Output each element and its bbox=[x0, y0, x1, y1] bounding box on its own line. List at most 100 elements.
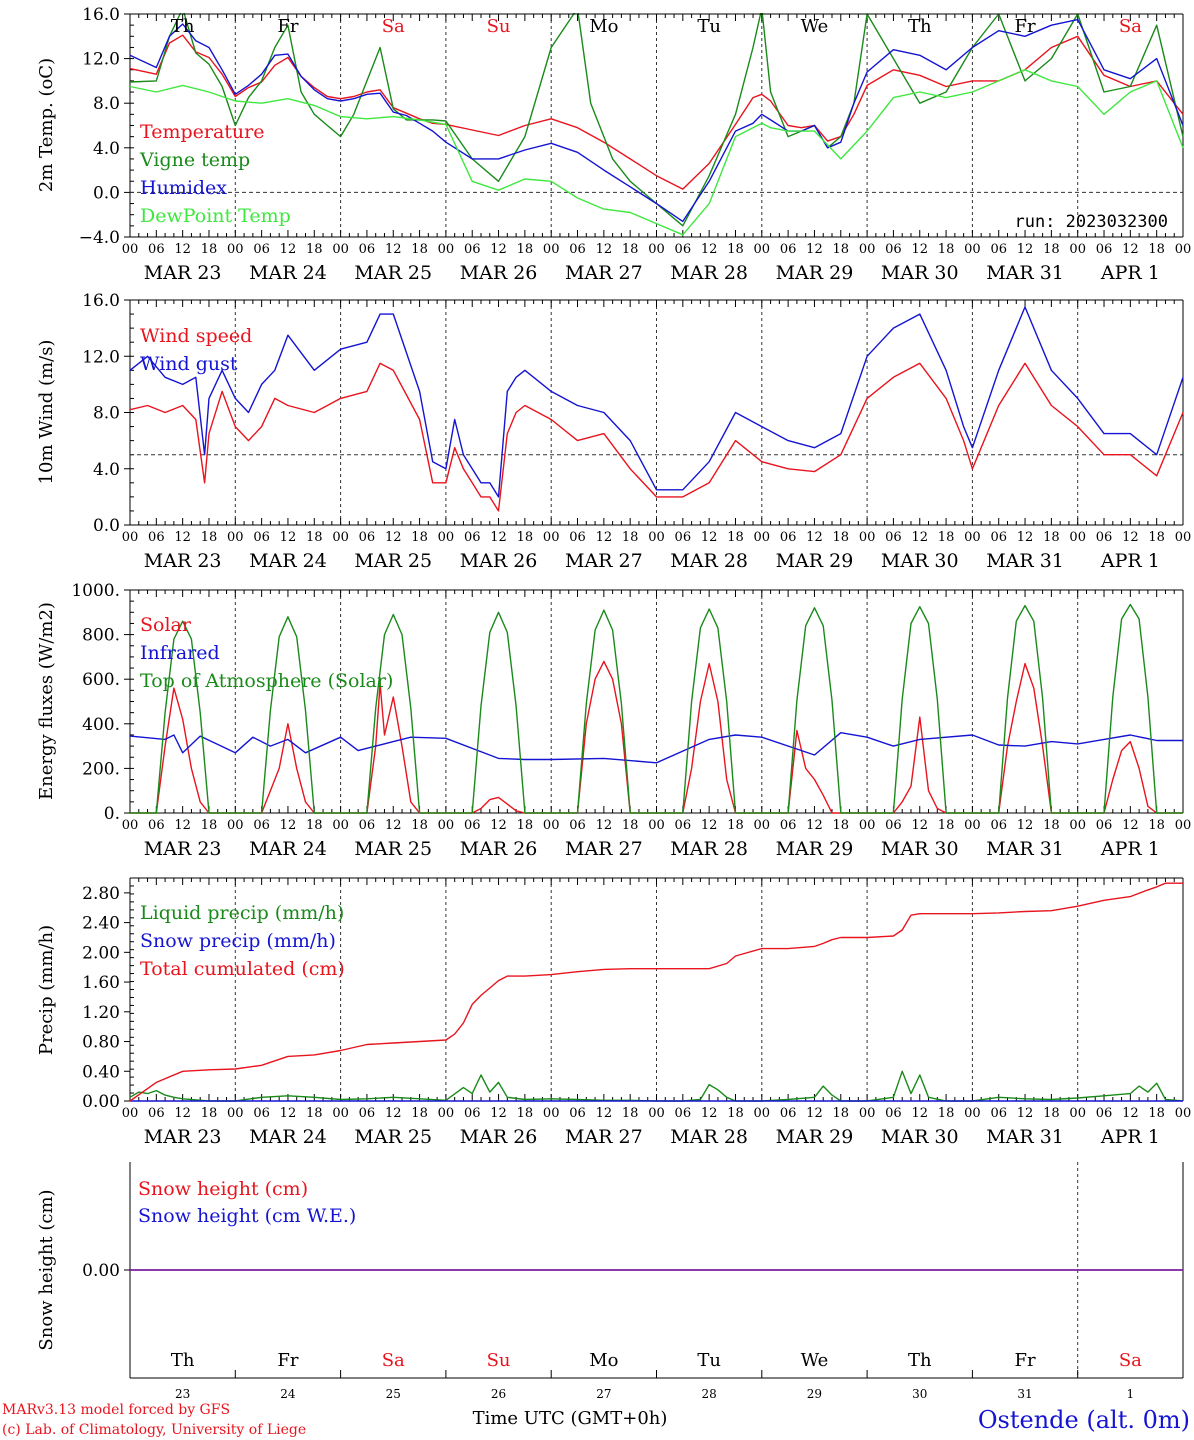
weekday-label: Fr bbox=[277, 1350, 298, 1371]
hour-tick-label: 06 bbox=[464, 242, 481, 257]
y-tick-label: 8.0 bbox=[93, 404, 120, 424]
hour-tick-label: 12 bbox=[280, 242, 297, 257]
hour-tick-label: 18 bbox=[1043, 818, 1060, 833]
date-label: MAR 29 bbox=[776, 838, 854, 860]
hour-tick-label: 06 bbox=[359, 818, 376, 833]
hour-tick-label: 00 bbox=[859, 530, 876, 545]
hour-tick-label: 18 bbox=[517, 530, 534, 545]
y-tick-label: −4.0 bbox=[79, 228, 120, 248]
hour-tick-label: 00 bbox=[1175, 530, 1192, 545]
date-label: MAR 30 bbox=[881, 1126, 959, 1148]
weekday-label: We bbox=[801, 1350, 829, 1371]
hour-tick-label: 06 bbox=[464, 1106, 481, 1121]
weekday-label: Su bbox=[487, 16, 511, 37]
hour-tick-label: 06 bbox=[885, 530, 902, 545]
hour-tick-label: 00 bbox=[332, 1106, 349, 1121]
y-tick-label: 4.0 bbox=[93, 460, 120, 480]
y-tick-label: 4.0 bbox=[93, 139, 120, 159]
hour-tick-label: 06 bbox=[990, 530, 1007, 545]
date-label: MAR 23 bbox=[144, 838, 222, 860]
hour-tick-label: 00 bbox=[227, 242, 244, 257]
hour-tick-label: 06 bbox=[780, 1106, 797, 1121]
hour-tick-label: 18 bbox=[622, 1106, 639, 1121]
date-label: MAR 25 bbox=[354, 550, 432, 572]
hour-tick-label: 12 bbox=[174, 530, 191, 545]
weekday-label: Th bbox=[171, 16, 195, 37]
hour-tick-label: 12 bbox=[280, 530, 297, 545]
y-tick-label: 12.0 bbox=[82, 50, 120, 70]
panel-4: 2.80 2.40 2.00 1.60 1.20 0.80 0.40 0.00 Precip (… bbox=[36, 877, 1192, 1148]
hour-tick-label: 12 bbox=[701, 242, 718, 257]
hour-tick-label: 06 bbox=[359, 530, 376, 545]
y-tick-label: 16.0 bbox=[82, 5, 120, 25]
day-number-label: 27 bbox=[596, 1387, 611, 1401]
hour-tick-label: 18 bbox=[1043, 242, 1060, 257]
y-tick-label: 12.0 bbox=[82, 347, 120, 367]
weekday-label: Sa bbox=[382, 1350, 405, 1371]
y-tick-label: 0.40 bbox=[82, 1062, 120, 1082]
hour-tick-label: 18 bbox=[727, 1106, 744, 1121]
y-tick-label: 400. bbox=[82, 715, 120, 735]
series-line bbox=[129, 306, 1184, 498]
hour-tick-label: 00 bbox=[859, 242, 876, 257]
hour-tick-label: 18 bbox=[1148, 818, 1165, 833]
weekday-label: Sa bbox=[382, 16, 405, 37]
legend-entry: Snow height (cm W.E.) bbox=[138, 1205, 356, 1227]
series-line bbox=[129, 882, 1183, 1102]
hour-tick-label: 12 bbox=[806, 242, 823, 257]
hour-tick-label: 12 bbox=[490, 530, 507, 545]
hour-tick-label: 18 bbox=[622, 530, 639, 545]
hour-tick-label: 00 bbox=[1175, 1106, 1192, 1121]
hour-tick-label: 06 bbox=[675, 1106, 692, 1121]
hour-tick-label: 00 bbox=[1069, 818, 1086, 833]
hour-tick-label: 18 bbox=[938, 242, 955, 257]
legend-entry: Snow precip (mm/h) bbox=[140, 930, 336, 952]
hour-tick-label: 18 bbox=[1148, 242, 1165, 257]
hour-tick-label: 18 bbox=[306, 530, 323, 545]
hour-tick-label: 12 bbox=[911, 1106, 928, 1121]
hour-tick-label: 06 bbox=[569, 818, 586, 833]
date-label: MAR 25 bbox=[354, 262, 432, 284]
date-label: MAR 25 bbox=[354, 838, 432, 860]
date-label: MAR 26 bbox=[460, 838, 538, 860]
hour-tick-label: 18 bbox=[517, 1106, 534, 1121]
legend-entry: Temperature bbox=[140, 121, 264, 143]
date-label: MAR 28 bbox=[670, 550, 748, 572]
hour-tick-label: 18 bbox=[833, 1106, 850, 1121]
hour-tick-label: 12 bbox=[1122, 1106, 1139, 1121]
hour-tick-label: 00 bbox=[227, 1106, 244, 1121]
weekday-label: Th bbox=[908, 16, 932, 37]
day-number-label: 28 bbox=[702, 1387, 717, 1401]
weekday-label: Th bbox=[171, 1350, 195, 1371]
hour-tick-label: 00 bbox=[543, 530, 560, 545]
date-label: MAR 29 bbox=[776, 1126, 854, 1148]
date-label: APR 1 bbox=[1100, 838, 1160, 860]
y-tick-label: 1.60 bbox=[82, 973, 120, 993]
y-tick-label: 0. bbox=[104, 804, 120, 824]
hour-tick-label: 06 bbox=[464, 818, 481, 833]
panel-3: 1000. 800. 600. 400. 200. 0. Energy fluxes (W/… bbox=[36, 581, 1191, 860]
date-label: MAR 24 bbox=[249, 838, 327, 860]
hour-tick-label: 06 bbox=[148, 530, 165, 545]
legend-entry: Wind gust bbox=[140, 353, 238, 375]
hour-tick-label: 00 bbox=[332, 242, 349, 257]
hour-tick-label: 12 bbox=[1122, 242, 1139, 257]
day-number-label: 25 bbox=[386, 1387, 401, 1401]
date-label: MAR 28 bbox=[670, 1126, 748, 1148]
y-axis-label: Precip (mm/h) bbox=[36, 925, 57, 1055]
hour-tick-label: 18 bbox=[622, 818, 639, 833]
weekday-label: Mo bbox=[589, 1350, 618, 1371]
top-margin-mask bbox=[128, 0, 1185, 13]
hour-tick-label: 18 bbox=[938, 818, 955, 833]
hour-tick-label: 06 bbox=[1096, 530, 1113, 545]
hour-tick-label: 00 bbox=[648, 1106, 665, 1121]
legend-entry: Infrared bbox=[140, 642, 220, 664]
hour-tick-label: 00 bbox=[543, 818, 560, 833]
hour-tick-label: 12 bbox=[385, 530, 402, 545]
hour-tick-label: 00 bbox=[122, 530, 139, 545]
date-label: MAR 29 bbox=[776, 550, 854, 572]
hour-tick-label: 12 bbox=[911, 530, 928, 545]
date-label: MAR 31 bbox=[986, 550, 1064, 572]
hour-tick-label: 00 bbox=[1175, 818, 1192, 833]
